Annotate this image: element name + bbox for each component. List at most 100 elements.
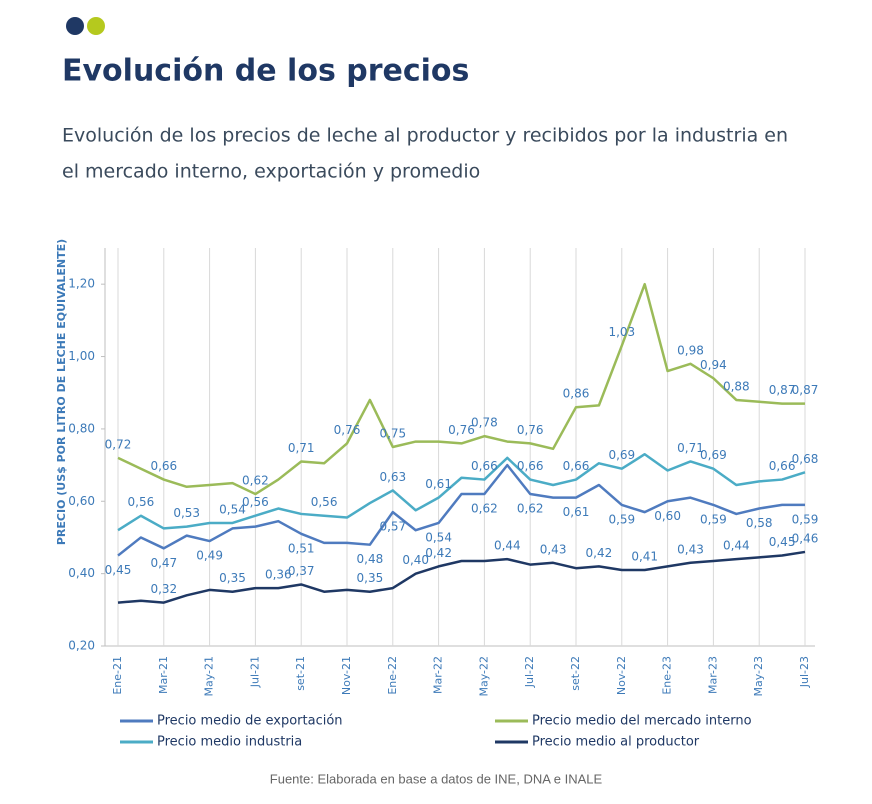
data-label: 0,42 xyxy=(425,546,452,560)
subtitle: el mercado interno, exportación y promed… xyxy=(62,161,480,183)
data-label: 0,43 xyxy=(540,542,567,556)
data-label: 0,58 xyxy=(746,516,773,530)
y-tick-label: 1,00 xyxy=(68,349,95,363)
data-label: 0,36 xyxy=(265,568,292,582)
y-tick-label: 1,20 xyxy=(68,277,95,291)
data-label: 0,54 xyxy=(219,502,246,516)
data-label: 0,56 xyxy=(242,495,269,509)
x-tick-label: Jul-23 xyxy=(798,656,811,688)
data-label: 0,62 xyxy=(471,502,498,516)
data-label: 0,42 xyxy=(586,546,613,560)
legend-label: Precio medio de exportación xyxy=(157,714,343,729)
x-tick-label: Jul-22 xyxy=(523,656,536,688)
data-label: 0,66 xyxy=(563,459,590,473)
y-axis-label: PRECIO (US$ POR LITRO DE LECHE EQUIVALEN… xyxy=(55,239,68,545)
data-label: 0,32 xyxy=(150,582,177,596)
page-title: Evolución de los precios xyxy=(62,54,469,89)
source: Fuente: Elaborada en base a datos de INE… xyxy=(270,771,603,786)
data-label: 0,47 xyxy=(150,556,177,570)
subtitle: Evolución de los precios de leche al pro… xyxy=(62,125,788,147)
x-tick-label: Ene-23 xyxy=(661,656,674,695)
x-tick-label: set-21 xyxy=(294,656,307,691)
data-label: 0,56 xyxy=(311,495,338,509)
x-tick-label: May-22 xyxy=(477,656,490,697)
data-label: 1,03 xyxy=(608,325,635,339)
series-line xyxy=(117,550,806,604)
x-tick-label: Jul-21 xyxy=(248,656,261,688)
data-label: 0,57 xyxy=(379,520,406,534)
data-label: 0,71 xyxy=(288,441,315,455)
data-label: 0,68 xyxy=(792,452,819,466)
x-tick-label: May-23 xyxy=(752,656,765,697)
data-label: 0,35 xyxy=(219,571,246,585)
x-tick-label: Mar-23 xyxy=(706,656,719,694)
series-line xyxy=(117,463,805,557)
legend-label: Precio medio al productor xyxy=(532,735,700,750)
x-tick-label: Nov-21 xyxy=(340,656,353,695)
data-label: 0,53 xyxy=(173,506,200,520)
legend-label: Precio medio industria xyxy=(157,735,302,750)
data-label: 0,51 xyxy=(288,541,315,555)
data-label: 0,54 xyxy=(425,530,452,544)
data-label: 0,69 xyxy=(608,448,635,462)
dot xyxy=(87,17,105,35)
data-label: 0,41 xyxy=(631,550,658,564)
data-label: 0,72 xyxy=(105,437,132,451)
x-tick-label: Mar-22 xyxy=(432,656,445,694)
x-tick-label: Nov-22 xyxy=(615,656,628,695)
data-label: 0,60 xyxy=(654,509,681,523)
data-label: 0,76 xyxy=(334,423,361,437)
data-label: 0,98 xyxy=(677,343,704,357)
y-tick-label: 0,40 xyxy=(68,566,95,580)
data-label: 0,75 xyxy=(379,427,406,441)
data-label: 0,59 xyxy=(700,512,727,526)
data-label: 0,71 xyxy=(677,441,704,455)
x-tick-label: set-22 xyxy=(569,656,582,691)
legend-label: Precio medio del mercado interno xyxy=(532,714,752,729)
data-label: 0,86 xyxy=(563,387,590,401)
data-label: 0,45 xyxy=(105,563,132,577)
data-label: 0,76 xyxy=(517,423,544,437)
y-tick-label: 0,60 xyxy=(68,494,95,508)
data-label: 0,43 xyxy=(677,542,704,556)
data-label: 0,44 xyxy=(723,539,750,553)
data-label: 0,56 xyxy=(128,495,155,509)
dot xyxy=(66,17,84,35)
data-label: 0,59 xyxy=(792,512,819,526)
data-label: 0,45 xyxy=(769,535,796,549)
data-label: 0,40 xyxy=(402,553,429,567)
data-label: 0,48 xyxy=(357,552,384,566)
x-tick-label: Ene-22 xyxy=(386,656,399,695)
x-tick-label: Mar-21 xyxy=(157,656,170,694)
data-label: 0,61 xyxy=(563,505,590,519)
data-label: 0,76 xyxy=(448,423,475,437)
data-label: 0,35 xyxy=(357,571,384,585)
data-label: 0,87 xyxy=(792,383,819,397)
y-tick-label: 0,80 xyxy=(68,421,95,435)
data-label: 0,88 xyxy=(723,379,750,393)
series-line xyxy=(117,452,806,532)
data-label: 0,66 xyxy=(150,459,177,473)
data-label: 0,46 xyxy=(792,531,819,545)
y-tick-label: 0,20 xyxy=(68,639,95,653)
data-label: 0,62 xyxy=(242,474,269,488)
data-label: 0,61 xyxy=(425,477,452,491)
x-tick-label: Ene-21 xyxy=(111,656,124,695)
data-label: 0,62 xyxy=(517,502,544,516)
data-label: 0,94 xyxy=(700,358,727,372)
data-label: 0,66 xyxy=(471,459,498,473)
data-label: 0,49 xyxy=(196,549,223,563)
data-label: 0,59 xyxy=(608,512,635,526)
data-label: 0,63 xyxy=(379,470,406,484)
series-line xyxy=(117,282,805,496)
data-label: 0,69 xyxy=(700,448,727,462)
data-label: 0,66 xyxy=(769,459,796,473)
x-tick-label: May-21 xyxy=(203,656,216,697)
data-label: 0,78 xyxy=(471,416,498,430)
data-label: 0,66 xyxy=(517,459,544,473)
data-label: 0,37 xyxy=(288,564,315,578)
data-label: 0,44 xyxy=(494,539,521,553)
data-label: 0,87 xyxy=(769,383,796,397)
